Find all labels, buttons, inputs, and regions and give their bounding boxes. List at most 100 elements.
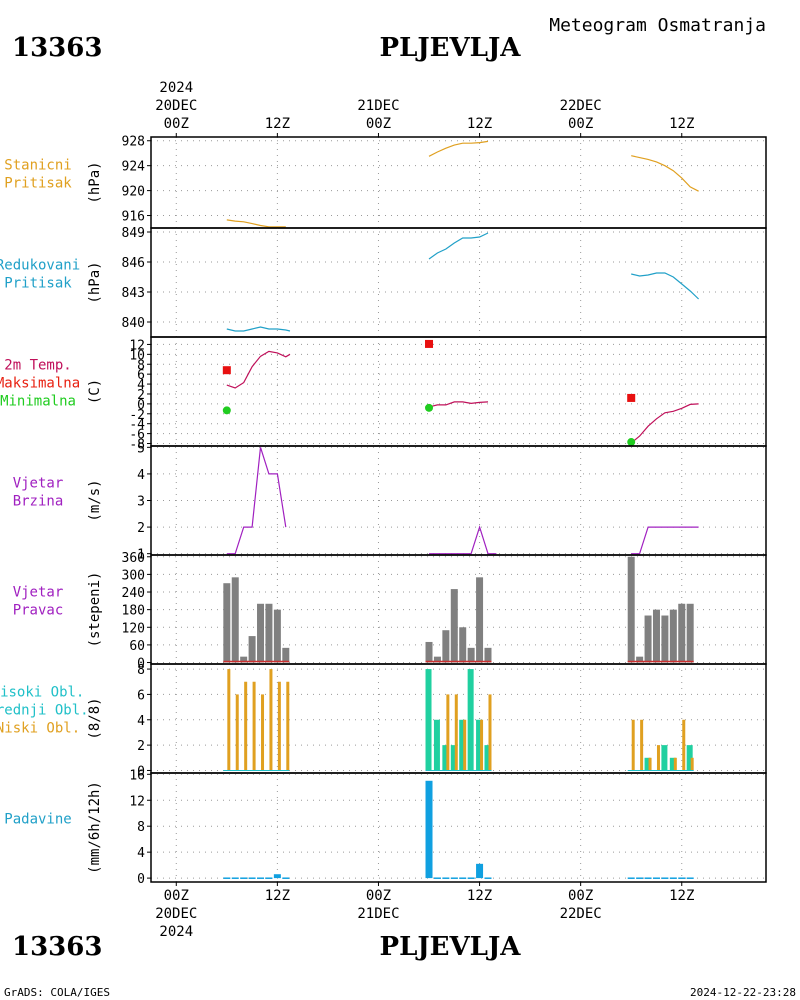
- cloud-bar-low: [640, 719, 644, 771]
- cloud-bar-high: [433, 719, 440, 771]
- y-tick-label: 0: [137, 872, 145, 887]
- cloud-bar-low: [454, 694, 458, 771]
- cloud-bar-low: [631, 719, 635, 771]
- x-tick-label-bottom: 12Z: [669, 888, 694, 904]
- data-bar: [484, 647, 492, 663]
- data-bar: [678, 877, 686, 879]
- cloud-bar-low: [463, 719, 467, 771]
- y-tick-label: 5: [137, 441, 145, 456]
- data-bar: [248, 636, 256, 663]
- data-bar: [661, 615, 669, 663]
- y-tick-label: -6: [129, 428, 145, 443]
- panel-label: Niski Obl.: [0, 721, 80, 737]
- cloud-bar-low: [235, 694, 239, 771]
- panel-label: Redukovani: [0, 258, 80, 274]
- x-year-label-top: 2024: [159, 80, 193, 96]
- y-tick-label: 843: [122, 286, 145, 301]
- data-bar: [627, 556, 635, 663]
- y-tick-label: 8: [137, 663, 145, 678]
- y-tick-label: 2: [137, 739, 145, 754]
- y-axis-label: (hPa): [87, 161, 103, 203]
- y-tick-label: 12: [129, 338, 145, 353]
- cloud-bar-high: [661, 745, 668, 771]
- max-temp-marker: [222, 366, 231, 375]
- cloud-bar-high: [476, 719, 483, 771]
- y-tick-label: 180: [122, 604, 145, 619]
- data-bar: [265, 603, 273, 663]
- cloud-bar-low: [648, 757, 652, 771]
- data-bar: [257, 877, 265, 879]
- x-date-label-bottom: 20DEC: [155, 906, 197, 922]
- panel-label: Vjetar: [13, 476, 64, 492]
- x-tick-label-top: 00Z: [164, 116, 189, 132]
- panel-label: Visoki Obl.: [0, 685, 84, 701]
- data-bar: [484, 877, 492, 879]
- data-bar: [231, 877, 239, 879]
- panel-label: 2m Temp.: [4, 358, 71, 374]
- y-tick-label: 846: [122, 256, 145, 271]
- y-tick-label: 240: [122, 586, 145, 601]
- cloud-bar-low: [480, 719, 484, 771]
- cloud-bar-low: [286, 681, 290, 771]
- y-tick-label: 0: [137, 398, 145, 413]
- min-temp-marker: [425, 403, 434, 412]
- y-tick-label: 920: [122, 185, 145, 200]
- panel-label: Minimalna: [0, 394, 76, 410]
- panel-label: Pritisak: [4, 276, 72, 292]
- data-bar: [636, 877, 644, 879]
- data-bar: [273, 609, 281, 663]
- data-line: [428, 140, 489, 157]
- y-axis-label: (hPa): [87, 261, 103, 303]
- cloud-bar-low: [227, 669, 231, 771]
- y-tick-label: 2: [137, 521, 145, 536]
- panel-wind-direction: 360 300 240 180 120 60 0 Vjetar Pravac (stepeni): [13, 551, 767, 672]
- y-tick-label: -4: [129, 418, 145, 433]
- x-tick-label-bottom: 12Z: [265, 888, 290, 904]
- y-axis-label: (C): [87, 379, 103, 404]
- cloud-bar-high: [459, 719, 466, 771]
- cloud-bar-high: [467, 669, 474, 771]
- data-line: [631, 155, 699, 192]
- panel-pressure: 928 924 920 916 Stanicni Pritisak (hPa): [4, 135, 767, 229]
- data-bar: [265, 877, 273, 879]
- data-bar: [433, 656, 441, 663]
- data-bar: [240, 877, 248, 879]
- data-bar: [442, 630, 450, 663]
- x-tick-label-top: 00Z: [568, 116, 593, 132]
- x-date-label-top: 22DEC: [560, 98, 602, 114]
- cloud-bar-low: [656, 745, 660, 771]
- data-bar: [257, 603, 265, 663]
- data-bar: [282, 877, 290, 879]
- cloud-bar-high: [669, 757, 676, 771]
- max-temp-marker: [627, 393, 636, 402]
- y-tick-label: 360: [122, 551, 145, 566]
- data-bar: [678, 603, 686, 663]
- min-temp-marker: [627, 438, 636, 447]
- data-bar: [652, 609, 660, 663]
- footer-credit: GrADS: COLA/IGES: [4, 986, 110, 999]
- data-bar: [450, 877, 458, 879]
- y-tick-label: 4: [137, 378, 145, 393]
- x-tick-label-top: 12Z: [467, 116, 492, 132]
- data-line: [226, 350, 291, 389]
- data-bar: [467, 877, 475, 879]
- panel-label: Pritisak: [4, 176, 72, 192]
- data-bar: [669, 609, 677, 663]
- data-bar: [425, 641, 433, 663]
- data-line: [630, 403, 699, 444]
- panel-label: Padavine: [4, 812, 71, 828]
- x-tick-label-bottom: 00Z: [366, 888, 391, 904]
- panel-frame: [150, 227, 767, 338]
- data-bar: [442, 877, 450, 879]
- panel-label: Pravac: [13, 603, 64, 619]
- data-line: [226, 326, 291, 332]
- min-temp-marker: [222, 406, 231, 415]
- y-tick-label: 10: [129, 348, 145, 363]
- y-tick-label: -8: [129, 438, 145, 453]
- data-line: [428, 232, 489, 260]
- data-line: [226, 219, 286, 228]
- x-date-label-top: 20DEC: [155, 98, 197, 114]
- data-bar: [223, 877, 231, 879]
- cloud-bar-high: [484, 745, 491, 771]
